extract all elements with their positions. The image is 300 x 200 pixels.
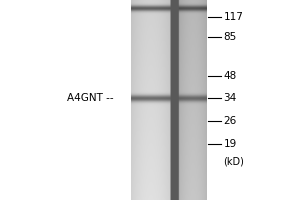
- Text: 48: 48: [224, 71, 237, 81]
- Text: 34: 34: [224, 93, 237, 103]
- Text: A4GNT --: A4GNT --: [68, 93, 114, 103]
- Text: 85: 85: [224, 32, 237, 42]
- Text: 117: 117: [224, 12, 243, 22]
- Text: (kD): (kD): [224, 157, 244, 167]
- Text: 19: 19: [224, 139, 237, 149]
- Text: 26: 26: [224, 116, 237, 126]
